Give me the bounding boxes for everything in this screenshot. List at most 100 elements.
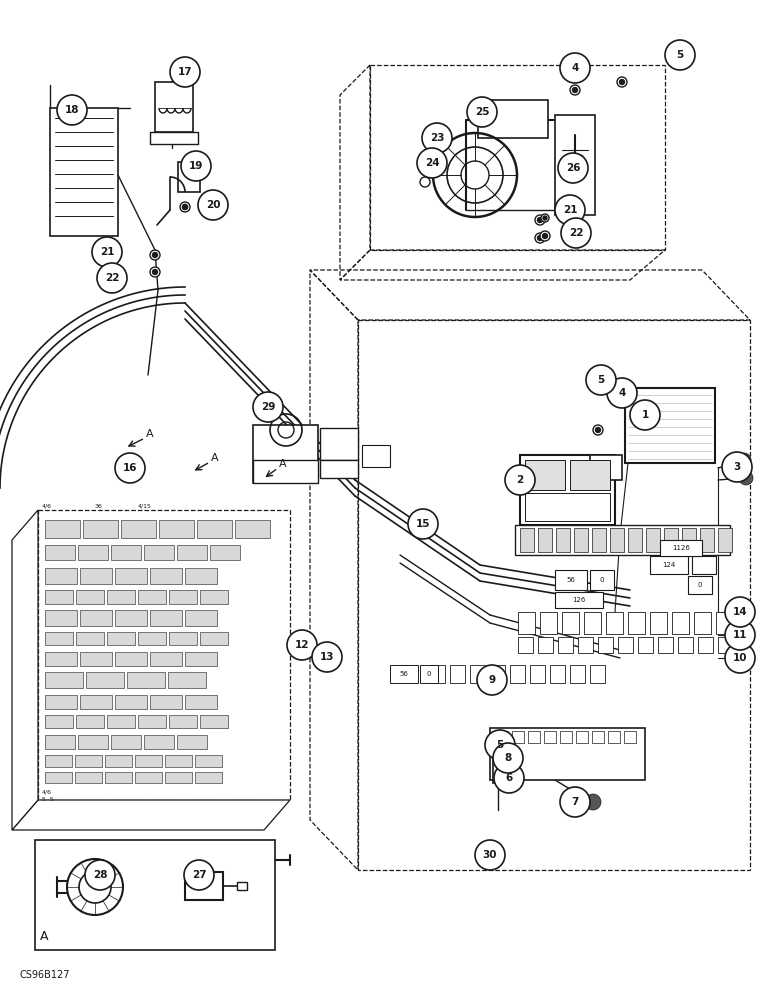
Bar — [525, 460, 565, 490]
Text: 2: 2 — [516, 475, 523, 485]
Bar — [678, 637, 693, 653]
Text: 10: 10 — [733, 653, 747, 663]
Bar — [628, 528, 642, 552]
Bar — [608, 731, 620, 743]
Circle shape — [722, 452, 752, 482]
Circle shape — [739, 471, 753, 485]
Bar — [144, 545, 174, 560]
Text: 18: 18 — [65, 105, 80, 115]
Bar — [598, 637, 613, 653]
Circle shape — [408, 509, 438, 539]
Bar — [490, 665, 505, 683]
Bar — [115, 652, 147, 666]
Circle shape — [585, 794, 601, 810]
Text: A: A — [279, 459, 287, 469]
Bar — [672, 612, 689, 634]
Circle shape — [422, 123, 452, 153]
Text: 27: 27 — [191, 870, 206, 880]
Bar — [178, 162, 200, 192]
Bar — [592, 731, 604, 743]
Circle shape — [541, 214, 549, 222]
Text: 5: 5 — [598, 375, 604, 385]
Circle shape — [85, 860, 115, 890]
Text: 4/6: 4/6 — [42, 789, 52, 794]
Bar — [544, 731, 556, 743]
Bar — [520, 528, 534, 552]
Text: 28: 28 — [93, 870, 107, 880]
Circle shape — [555, 195, 585, 225]
Bar — [606, 612, 623, 634]
Bar — [45, 735, 75, 749]
Bar — [320, 428, 358, 460]
Bar — [127, 672, 165, 688]
Bar — [618, 637, 633, 653]
Polygon shape — [12, 800, 290, 830]
Bar — [718, 637, 733, 653]
Bar — [111, 545, 141, 560]
Circle shape — [725, 620, 755, 650]
Bar — [518, 612, 535, 634]
Bar — [135, 755, 162, 767]
Bar — [144, 735, 174, 749]
Circle shape — [417, 148, 447, 178]
Bar — [568, 155, 582, 175]
Bar — [75, 755, 102, 767]
Bar — [80, 652, 112, 666]
Bar — [550, 665, 565, 683]
Bar — [45, 520, 80, 538]
Bar — [83, 520, 118, 538]
Bar — [570, 665, 585, 683]
Text: 22: 22 — [105, 273, 119, 283]
Bar — [592, 528, 606, 552]
Text: 0: 0 — [698, 582, 703, 588]
Text: 0: 0 — [600, 577, 604, 583]
Bar — [75, 772, 102, 783]
Bar — [76, 715, 104, 728]
Circle shape — [560, 53, 590, 83]
Text: 17: 17 — [178, 67, 192, 77]
Circle shape — [725, 643, 755, 673]
Text: 4: 4 — [618, 388, 625, 398]
Bar — [45, 652, 77, 666]
Bar — [628, 612, 645, 634]
Text: 9: 9 — [489, 675, 496, 685]
Bar — [150, 132, 198, 144]
Bar — [664, 528, 678, 552]
Bar — [150, 695, 182, 709]
Bar — [200, 632, 228, 645]
Text: 1126: 1126 — [672, 545, 690, 551]
Text: 12: 12 — [295, 640, 310, 650]
Bar — [496, 731, 508, 743]
Bar — [610, 528, 624, 552]
Bar — [76, 590, 104, 604]
Bar — [105, 772, 132, 783]
Circle shape — [558, 153, 588, 183]
Bar — [650, 612, 667, 634]
Bar — [478, 100, 548, 138]
Bar — [121, 520, 156, 538]
Text: 0: 0 — [427, 671, 432, 677]
Text: 7: 7 — [571, 797, 579, 807]
Bar — [107, 632, 135, 645]
Circle shape — [665, 40, 695, 70]
Bar — [200, 715, 228, 728]
Circle shape — [595, 428, 601, 432]
Bar — [362, 445, 390, 467]
Bar — [698, 637, 713, 653]
Text: 13: 13 — [320, 652, 334, 662]
Text: A: A — [212, 453, 218, 463]
Text: 5: 5 — [496, 740, 503, 750]
Bar — [538, 528, 552, 552]
Bar — [510, 665, 525, 683]
Bar — [177, 735, 207, 749]
Bar — [450, 665, 465, 683]
Bar — [490, 728, 645, 780]
Text: 15: 15 — [416, 519, 430, 529]
Circle shape — [561, 218, 591, 248]
Circle shape — [253, 392, 283, 422]
Bar — [584, 612, 601, 634]
Bar — [45, 545, 75, 560]
Bar — [650, 556, 688, 574]
Circle shape — [537, 218, 543, 223]
Circle shape — [57, 95, 87, 125]
